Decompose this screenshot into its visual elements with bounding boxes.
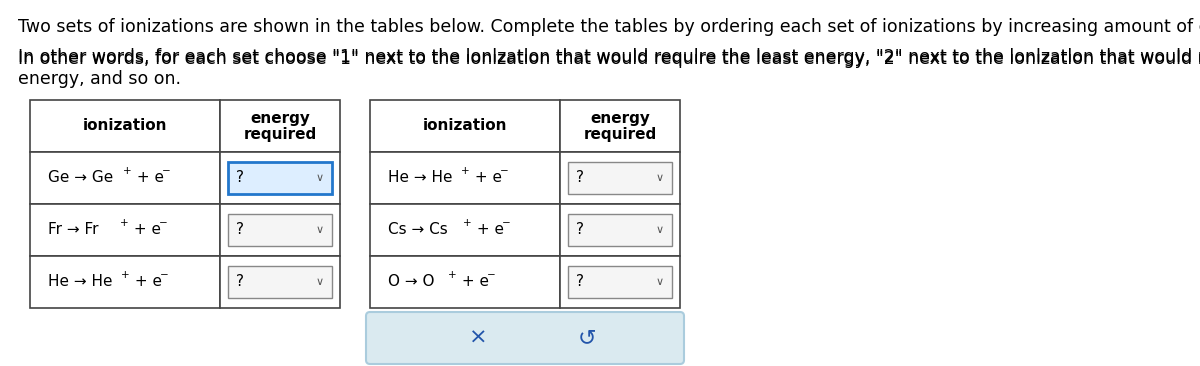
Bar — [568, 162, 672, 194]
Bar — [220, 100, 340, 152]
Text: −: − — [158, 218, 168, 228]
Bar — [568, 266, 672, 298]
Text: ?: ? — [236, 171, 244, 186]
Bar — [220, 152, 340, 204]
Text: ↺: ↺ — [577, 328, 596, 348]
Bar — [560, 152, 680, 204]
Text: + e: + e — [470, 171, 502, 186]
Text: In other words, for each set choose "1" next to the ionization that would requir: In other words, for each set choose "1" … — [18, 50, 1200, 68]
Text: Ge → Ge: Ge → Ge — [48, 171, 113, 186]
Text: He → He: He → He — [48, 274, 113, 290]
Text: Two sets of ionizations are shown in the tables below. Complete the tables by or: Two sets of ionizations are shown in the… — [18, 18, 1200, 36]
Bar — [30, 204, 220, 256]
Text: −: − — [160, 270, 169, 280]
Text: ×: × — [469, 328, 488, 348]
Text: −: − — [162, 166, 170, 176]
Text: +: + — [120, 218, 128, 228]
Text: ?: ? — [576, 274, 584, 290]
Text: +: + — [461, 166, 469, 176]
Bar — [568, 214, 672, 246]
Text: ∨: ∨ — [656, 225, 664, 235]
Text: He → He: He → He — [388, 171, 452, 186]
Bar — [30, 152, 220, 204]
Text: energy, and so on.: energy, and so on. — [18, 70, 181, 88]
FancyBboxPatch shape — [366, 312, 684, 364]
Bar — [228, 266, 332, 298]
Text: energy: energy — [590, 112, 650, 127]
Text: −: − — [502, 218, 511, 228]
Bar — [220, 204, 340, 256]
Text: ?: ? — [236, 223, 244, 238]
Text: In other words, for each set choose "1" next to the ionization that would requir: In other words, for each set choose "1" … — [18, 48, 1200, 66]
Text: + e: + e — [130, 223, 161, 238]
Text: + e: + e — [130, 274, 162, 290]
Text: O → O: O → O — [388, 274, 434, 290]
Bar — [228, 162, 332, 194]
Text: +: + — [448, 270, 457, 280]
Text: Cs → Cs: Cs → Cs — [388, 223, 448, 238]
Text: +: + — [121, 270, 130, 280]
Text: + e: + e — [472, 223, 504, 238]
Bar — [560, 204, 680, 256]
Text: −: − — [500, 166, 509, 176]
Text: ?: ? — [236, 274, 244, 290]
Bar — [30, 100, 220, 152]
Bar — [370, 204, 560, 256]
Text: + e: + e — [457, 274, 490, 290]
Text: required: required — [244, 127, 317, 142]
Text: ∨: ∨ — [656, 173, 664, 183]
Text: ∨: ∨ — [316, 277, 324, 287]
Text: energy: energy — [250, 112, 310, 127]
Bar — [370, 152, 560, 204]
Text: −: − — [487, 270, 496, 280]
Text: Fr → Fr: Fr → Fr — [48, 223, 98, 238]
Text: + e: + e — [132, 171, 164, 186]
Bar — [560, 256, 680, 308]
Text: ∨: ∨ — [316, 225, 324, 235]
Text: ∨: ∨ — [316, 173, 324, 183]
Text: ?: ? — [576, 223, 584, 238]
Text: ionization: ionization — [422, 119, 508, 134]
Text: required: required — [583, 127, 656, 142]
Text: +: + — [124, 166, 132, 176]
Bar — [30, 256, 220, 308]
Text: ionization: ionization — [83, 119, 167, 134]
Text: +: + — [463, 218, 472, 228]
Text: ?: ? — [576, 171, 584, 186]
Bar — [370, 256, 560, 308]
Bar — [560, 100, 680, 152]
Bar — [220, 256, 340, 308]
Text: ∨: ∨ — [656, 277, 664, 287]
Bar — [228, 214, 332, 246]
Bar — [370, 100, 560, 152]
